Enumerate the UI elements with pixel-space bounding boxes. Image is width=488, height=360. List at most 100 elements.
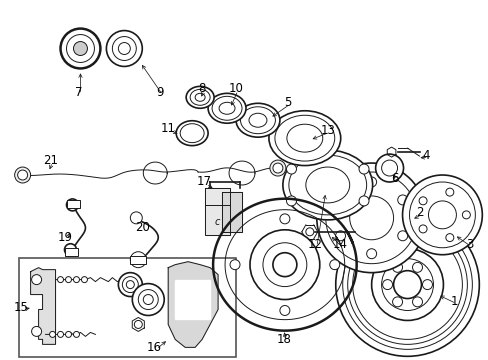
Circle shape [402, 175, 481, 255]
Circle shape [342, 220, 471, 349]
Circle shape [305, 228, 313, 236]
Circle shape [279, 214, 289, 224]
Circle shape [66, 199, 78, 211]
Circle shape [279, 306, 289, 315]
Circle shape [185, 293, 199, 306]
Ellipse shape [186, 86, 214, 108]
Circle shape [130, 212, 142, 224]
Circle shape [352, 230, 462, 339]
Circle shape [118, 42, 130, 54]
Polygon shape [31, 268, 56, 345]
Polygon shape [204, 188, 229, 235]
Circle shape [58, 276, 63, 283]
Circle shape [130, 252, 146, 268]
Circle shape [381, 259, 432, 310]
Circle shape [49, 332, 56, 337]
Polygon shape [222, 192, 242, 232]
Circle shape [316, 163, 426, 273]
Circle shape [65, 276, 71, 283]
Ellipse shape [190, 89, 210, 105]
Ellipse shape [180, 124, 203, 143]
Circle shape [347, 225, 467, 345]
Ellipse shape [219, 102, 235, 114]
Text: 16: 16 [146, 341, 162, 354]
Circle shape [64, 244, 76, 256]
Circle shape [418, 225, 426, 233]
Circle shape [32, 327, 41, 336]
Circle shape [138, 289, 158, 310]
Circle shape [366, 249, 376, 259]
Text: 21: 21 [43, 154, 58, 167]
Circle shape [427, 201, 455, 229]
Circle shape [229, 260, 240, 270]
Circle shape [358, 196, 368, 206]
Circle shape [412, 297, 422, 307]
Circle shape [81, 276, 87, 283]
Ellipse shape [248, 113, 266, 127]
Circle shape [106, 31, 142, 67]
Circle shape [393, 271, 421, 298]
Circle shape [392, 297, 402, 307]
Circle shape [122, 276, 138, 293]
Circle shape [335, 231, 345, 241]
Circle shape [286, 196, 296, 206]
Ellipse shape [212, 96, 242, 120]
Text: 5: 5 [284, 96, 291, 109]
Circle shape [349, 196, 393, 240]
Ellipse shape [283, 150, 372, 220]
Polygon shape [168, 262, 218, 347]
Circle shape [118, 273, 142, 297]
Text: 4: 4 [422, 149, 429, 162]
Text: 17: 17 [196, 175, 211, 189]
Circle shape [61, 28, 100, 68]
Text: 13: 13 [320, 124, 334, 137]
Text: 15: 15 [13, 301, 28, 314]
Ellipse shape [240, 107, 275, 134]
Circle shape [418, 197, 426, 205]
Circle shape [272, 163, 283, 173]
Ellipse shape [236, 103, 279, 137]
Ellipse shape [274, 115, 334, 161]
Circle shape [58, 332, 63, 337]
Circle shape [180, 288, 203, 311]
Bar [19, 258, 236, 357]
Text: 7: 7 [75, 86, 82, 99]
Text: 14: 14 [331, 238, 346, 251]
Circle shape [366, 177, 376, 187]
Circle shape [263, 243, 306, 287]
Circle shape [132, 284, 164, 315]
Circle shape [73, 276, 80, 283]
Ellipse shape [286, 124, 322, 152]
Text: 19: 19 [58, 231, 73, 244]
Text: c: c [214, 217, 219, 227]
Circle shape [375, 154, 403, 182]
Circle shape [392, 262, 402, 272]
Bar [66, 200, 81, 208]
Bar [130, 256, 146, 264]
Circle shape [462, 211, 469, 219]
Circle shape [412, 262, 422, 272]
Text: 1: 1 [450, 295, 457, 308]
Circle shape [371, 249, 443, 320]
Circle shape [65, 332, 71, 337]
Circle shape [66, 35, 94, 62]
Circle shape [18, 170, 27, 180]
Circle shape [325, 172, 417, 264]
Text: 18: 18 [276, 333, 291, 346]
Text: 8: 8 [198, 82, 205, 95]
Circle shape [272, 253, 296, 276]
Circle shape [408, 182, 474, 248]
Circle shape [143, 294, 153, 305]
Circle shape [358, 164, 368, 174]
Text: 10: 10 [228, 82, 243, 95]
Circle shape [397, 195, 407, 205]
Circle shape [397, 231, 407, 241]
Text: 20: 20 [135, 221, 149, 234]
Circle shape [422, 280, 431, 289]
Circle shape [286, 164, 296, 174]
Circle shape [15, 167, 31, 183]
Ellipse shape [268, 111, 340, 166]
Text: 12: 12 [306, 238, 322, 251]
Circle shape [134, 320, 142, 328]
Circle shape [32, 275, 41, 285]
